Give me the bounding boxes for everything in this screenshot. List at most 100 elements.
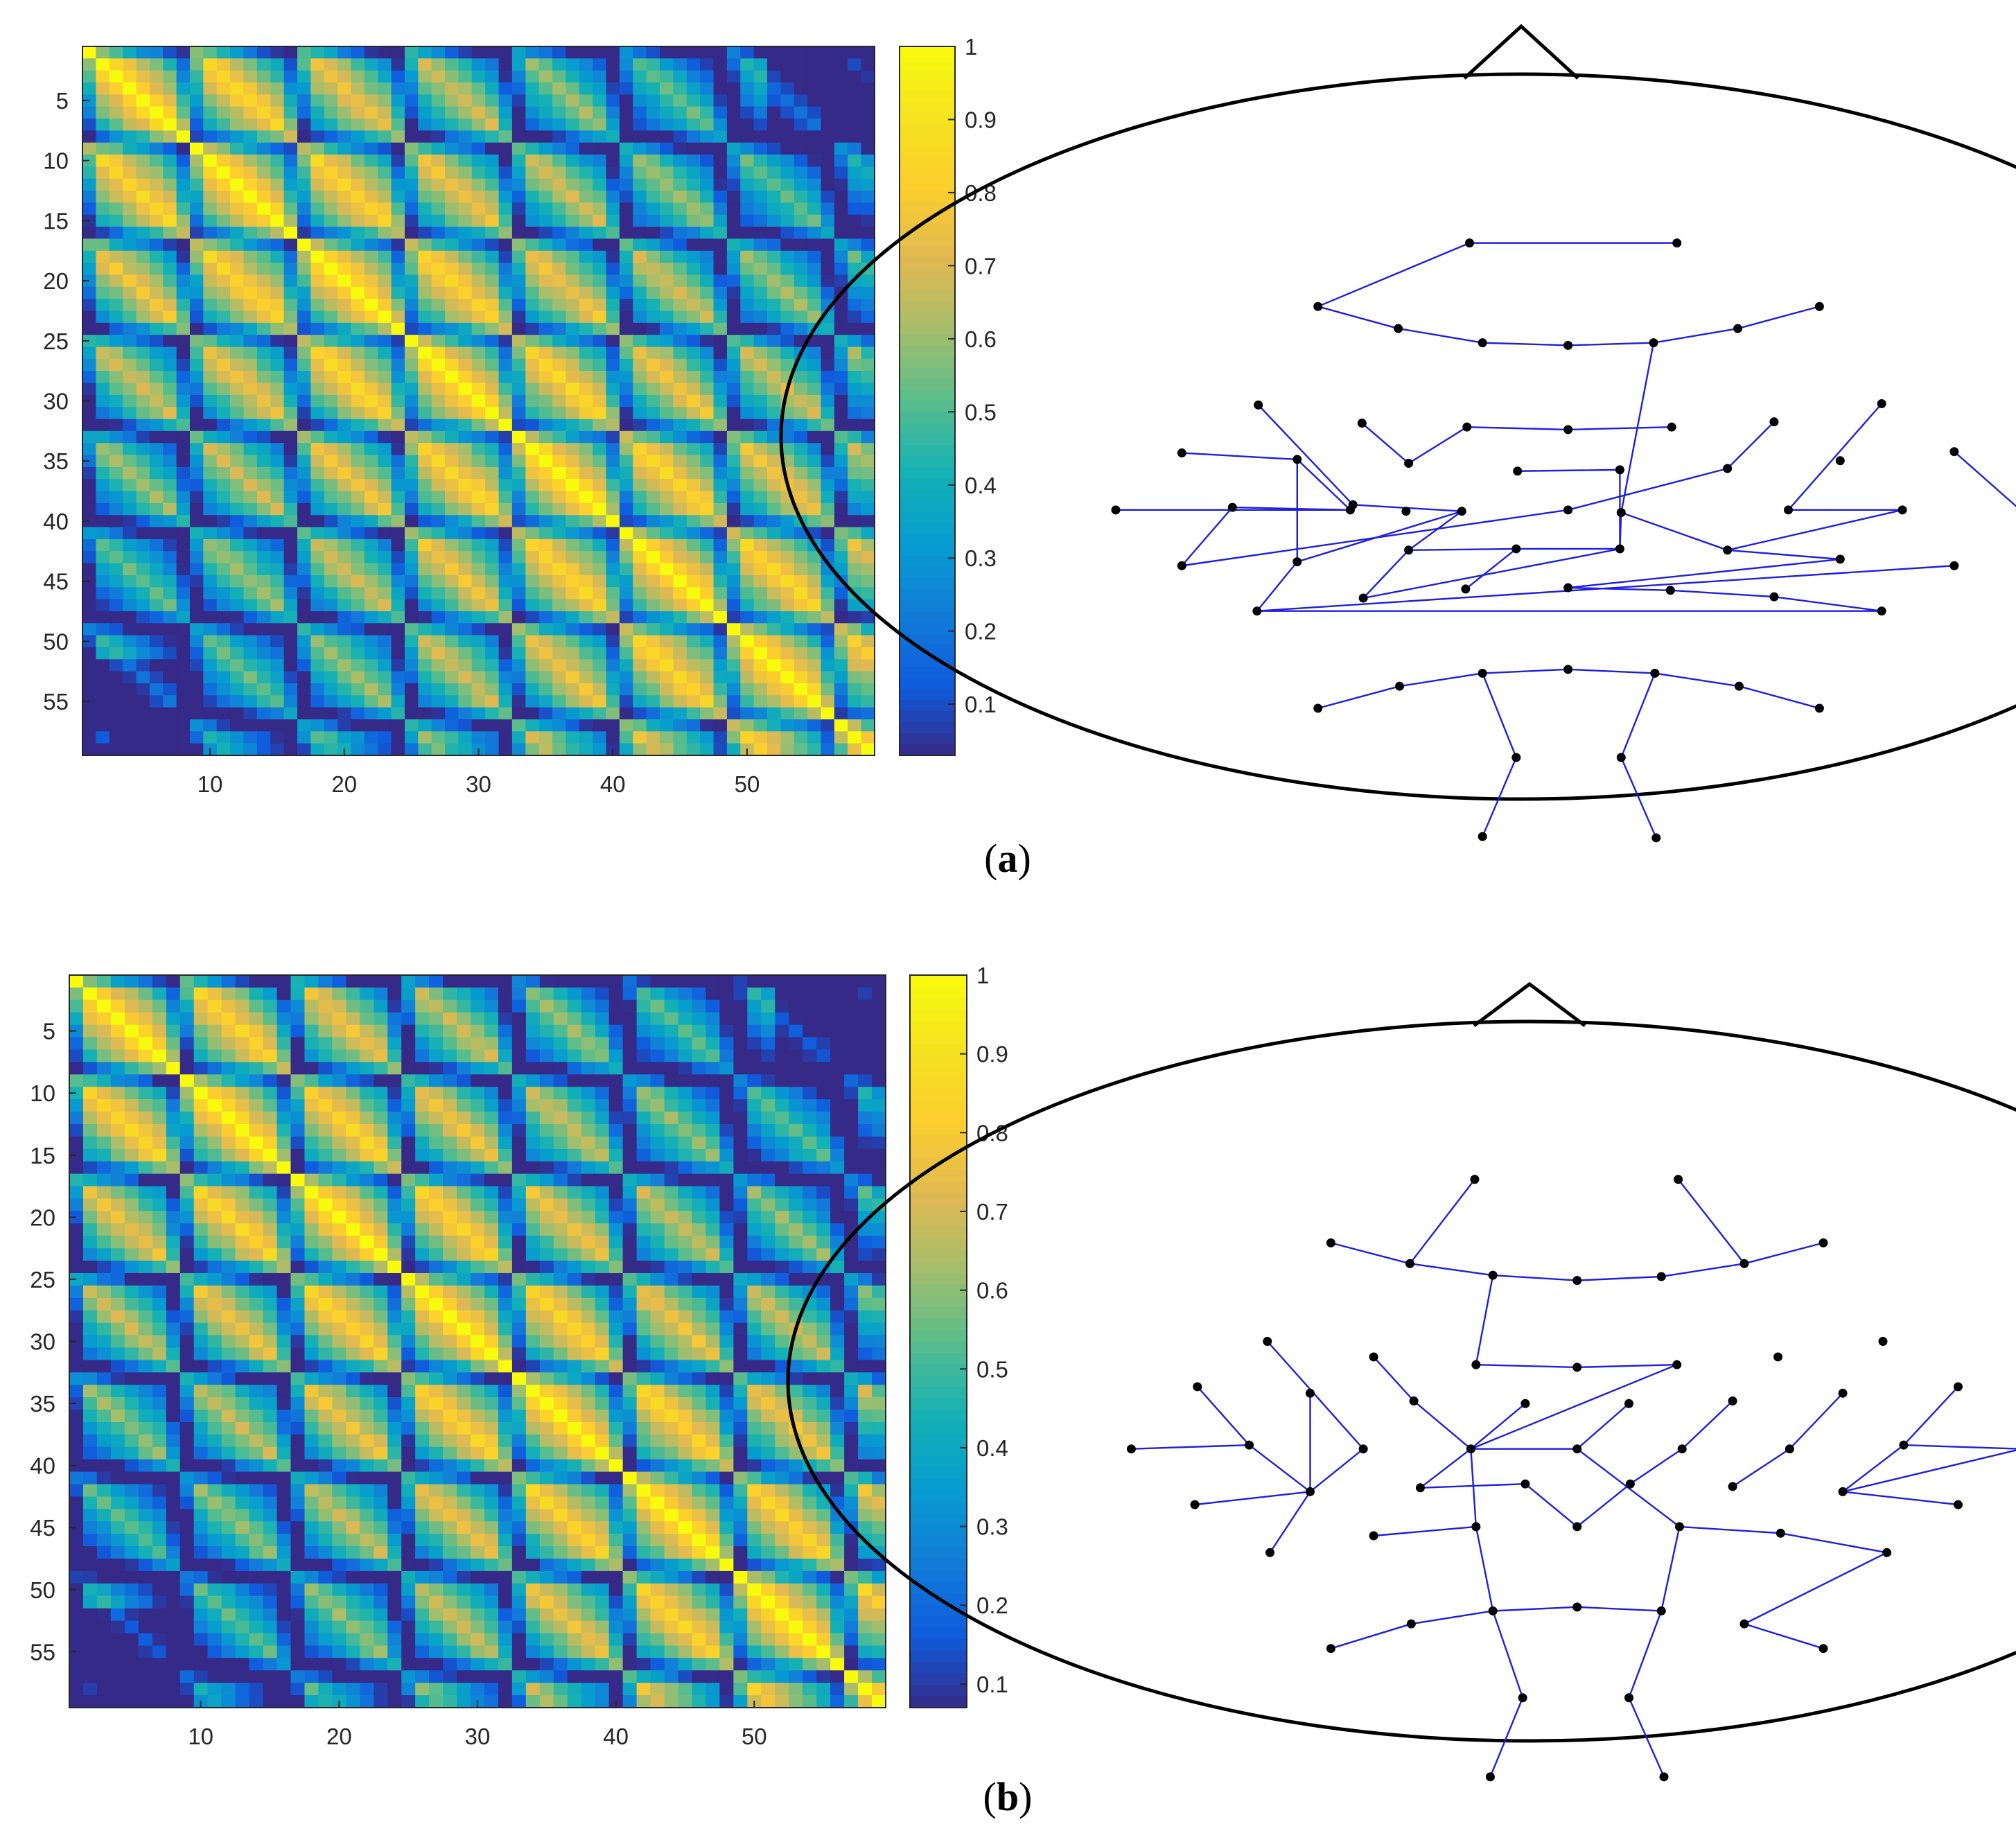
heatmap-cell	[82, 1037, 98, 1051]
heatmap-cell	[485, 347, 500, 360]
heatmap-cell	[270, 286, 285, 299]
heatmap-cell	[69, 1198, 84, 1211]
heatmap-cell	[318, 1049, 333, 1063]
heatmap-cell	[109, 671, 123, 684]
heatmap-cell	[807, 611, 822, 624]
heatmap-cell	[297, 538, 311, 552]
heatmap-cell	[324, 202, 338, 216]
heatmap-cell	[700, 371, 715, 384]
heatmap-cell	[844, 1049, 859, 1063]
heatmap-cell	[138, 1112, 153, 1125]
network-edge	[1568, 467, 1728, 511]
heatmap-cell	[189, 683, 204, 696]
heatmap-cell	[807, 466, 822, 480]
heatmap-cell	[243, 130, 258, 143]
heatmap-cell	[673, 263, 687, 276]
heatmap-cell	[646, 502, 660, 516]
heatmap-cell	[803, 975, 817, 988]
heatmap-cell	[283, 299, 298, 312]
heatmap-cell	[848, 719, 862, 732]
heatmap-cell	[324, 647, 338, 660]
heatmap-cell	[747, 1024, 762, 1038]
heatmap-cell	[538, 46, 553, 59]
heatmap-cell	[216, 130, 231, 143]
heatmap-cell	[431, 419, 446, 432]
heatmap-cell	[235, 975, 250, 988]
heatmap-cell	[324, 407, 338, 420]
heatmap-cell	[692, 1024, 707, 1038]
electrode-node	[1465, 238, 1474, 248]
electrode-node	[1292, 455, 1302, 464]
heatmap-cell	[152, 1037, 167, 1051]
heatmap-cell	[539, 1223, 554, 1236]
heatmap-cell	[700, 538, 715, 552]
electrode-node	[1877, 606, 1886, 616]
heatmap-cell	[686, 142, 701, 155]
heatmap-cell	[673, 659, 687, 672]
heatmap-cell	[318, 1037, 333, 1051]
heatmap-cell	[82, 142, 96, 155]
heatmap-cell	[415, 1198, 430, 1211]
heatmap-cell	[498, 1062, 513, 1075]
colorbar-swatch	[900, 134, 955, 147]
heatmap-cell	[606, 683, 620, 696]
heatmap-cell	[138, 1136, 153, 1150]
heatmap-cell	[858, 975, 873, 988]
nose-outline	[1463, 24, 1579, 80]
heatmap-cell	[848, 119, 862, 131]
heatmap-cell	[123, 155, 137, 167]
heatmap-cell	[243, 371, 258, 384]
heatmap-cell	[458, 322, 473, 335]
heatmap-cell	[457, 975, 471, 988]
heatmap-cell	[418, 623, 432, 636]
heatmap-cell	[110, 1037, 125, 1051]
heatmap-cell	[767, 407, 781, 420]
heatmap-cell	[404, 142, 419, 155]
heatmap-cell	[848, 286, 862, 299]
heatmap-cell	[552, 46, 567, 59]
heatmap-cell	[216, 538, 231, 552]
heatmap-cell	[713, 563, 728, 576]
heatmap-cell	[391, 202, 405, 216]
heatmap-cell	[633, 683, 647, 696]
heatmap-cell	[290, 1173, 306, 1187]
electrode-node	[1615, 544, 1624, 554]
heatmap-cell	[124, 1112, 139, 1125]
heatmap-cell	[789, 1211, 803, 1224]
heatmap-cell	[538, 358, 553, 371]
heatmap-cell	[700, 214, 715, 227]
heatmap-cell	[692, 1148, 707, 1162]
heatmap-cell	[404, 491, 419, 504]
heatmap-cell	[109, 538, 123, 552]
heatmap-cell	[82, 1211, 98, 1224]
heatmap-cell	[753, 155, 768, 167]
heatmap-cell	[848, 743, 862, 756]
heatmap-cell	[767, 238, 781, 252]
heatmap-cell	[552, 155, 567, 167]
heatmap-cell	[189, 466, 204, 480]
heatmap-cell	[364, 58, 378, 71]
heatmap-cell	[324, 70, 338, 83]
heatmap-cell	[726, 142, 741, 155]
heatmap-cell	[230, 430, 245, 444]
heatmap-cell	[445, 683, 459, 696]
heatmap-cell	[780, 46, 795, 59]
heatmap-cell	[378, 227, 392, 240]
heatmap-cell	[297, 527, 311, 540]
heatmap-cell	[124, 1136, 139, 1150]
heatmap-cell	[525, 178, 540, 191]
heatmap-cell	[364, 94, 378, 107]
heatmap-cell	[235, 1161, 250, 1175]
heatmap-cell	[69, 1148, 84, 1162]
heatmap-cell	[552, 671, 567, 684]
heatmap-cell	[96, 455, 110, 468]
heatmap-cell	[193, 1074, 209, 1087]
heatmap-cell	[458, 155, 473, 167]
heatmap-cell	[834, 731, 848, 744]
heatmap-cell	[673, 130, 687, 143]
heatmap-cell	[346, 1198, 360, 1211]
heatmap-cell	[700, 430, 715, 444]
y-tick-label: 40	[43, 509, 69, 534]
heatmap-cell	[189, 455, 204, 468]
